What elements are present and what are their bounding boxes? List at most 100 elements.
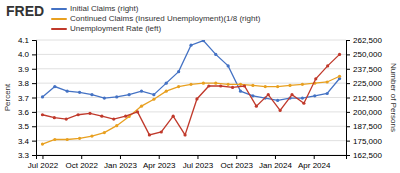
tick-mark — [32, 69, 36, 70]
tick: 3.9 — [18, 65, 36, 74]
point — [251, 94, 254, 97]
tick: Jul 2022 — [28, 155, 59, 170]
tick-label: Apr 2024 — [298, 161, 331, 170]
point — [227, 83, 230, 86]
tick: 3.8 — [18, 79, 36, 88]
tick: 3.3 — [18, 151, 36, 160]
point — [103, 131, 106, 134]
axis-line — [37, 156, 347, 160]
tick: 212,500 — [346, 94, 382, 103]
axis-line — [347, 41, 351, 156]
legend-label: Continued Claims (Insured Unemployment)(… — [70, 14, 261, 23]
series-line — [42, 76, 339, 144]
point — [338, 75, 341, 78]
tick-mark — [120, 155, 121, 159]
tick-mark — [346, 155, 350, 156]
point — [66, 90, 69, 93]
point — [128, 93, 131, 96]
grid — [36, 40, 346, 155]
point — [288, 84, 291, 87]
tick-mark — [159, 155, 160, 159]
point — [78, 137, 81, 140]
point — [326, 80, 329, 83]
tick: 200,000 — [346, 108, 382, 117]
grid-line — [36, 111, 346, 112]
tick-label: 3.8 — [18, 79, 30, 88]
point — [338, 53, 341, 56]
series-markers — [41, 75, 341, 146]
title: FRED — [6, 3, 44, 19]
point — [41, 113, 44, 116]
point — [251, 84, 254, 87]
tick: Jan 2024 — [259, 155, 292, 170]
tick: 3.4 — [18, 137, 36, 146]
point — [264, 85, 267, 88]
point — [326, 92, 329, 95]
point — [239, 83, 242, 86]
tick-mark — [314, 155, 315, 159]
point — [77, 113, 80, 116]
point — [148, 133, 151, 136]
tick-label: 237,500 — [353, 65, 382, 74]
point — [276, 99, 279, 102]
point — [301, 83, 304, 86]
series-markers — [41, 40, 341, 102]
point — [214, 82, 217, 85]
tick-mark — [32, 141, 36, 142]
legend-item: Unemployment Rate (left) — [52, 24, 161, 33]
point — [41, 95, 44, 98]
point — [219, 84, 222, 87]
point — [255, 105, 258, 108]
point — [115, 95, 118, 98]
point — [152, 93, 155, 96]
tick-label: 3.3 — [18, 151, 30, 160]
tick-mark — [32, 40, 36, 41]
series-markers — [41, 53, 341, 137]
point — [41, 142, 44, 145]
point — [177, 70, 180, 73]
tick-mark — [346, 83, 350, 84]
tick-label: 212,500 — [353, 94, 382, 103]
point — [160, 130, 163, 133]
point — [140, 90, 143, 93]
point — [136, 110, 139, 113]
tick: Apr 2023 — [143, 155, 176, 170]
grid-line — [36, 40, 346, 41]
point — [267, 93, 270, 96]
tick-mark — [42, 155, 43, 159]
y2-axis-title: Number of Persons — [389, 63, 398, 132]
legend-item: Continued Claims (Insured Unemployment)(… — [52, 14, 261, 23]
series-group — [41, 40, 341, 146]
tick: Oct 2023 — [220, 155, 253, 170]
point — [90, 93, 93, 96]
tick-label: Oct 2022 — [65, 161, 98, 170]
tick-mark — [32, 112, 36, 113]
point — [53, 138, 56, 141]
legend-swatch — [52, 18, 66, 20]
tick-mark — [32, 83, 36, 84]
tick-mark — [32, 54, 36, 55]
legend-swatch — [52, 8, 66, 10]
tick-label: Jul 2023 — [183, 161, 214, 170]
point — [177, 85, 180, 88]
tick: 3.5 — [18, 122, 36, 131]
tick-label: 3.4 — [18, 137, 30, 146]
tick: 4.0 — [18, 50, 36, 59]
point — [202, 40, 205, 42]
axis-line — [32, 41, 37, 156]
point — [314, 77, 317, 80]
tick: 225,000 — [346, 79, 382, 88]
tick: Oct 2022 — [65, 155, 98, 170]
tick-mark — [346, 54, 350, 55]
tick-label: 200,000 — [353, 108, 382, 117]
tick-label: 3.6 — [18, 108, 30, 117]
tick: Jan 2023 — [104, 155, 137, 170]
point — [183, 133, 186, 136]
point — [231, 86, 234, 89]
tick-label: 3.5 — [18, 122, 30, 131]
point — [301, 96, 304, 99]
point — [66, 138, 69, 141]
tick-mark — [32, 126, 36, 127]
tick-label: 262,500 — [353, 36, 382, 45]
point — [124, 115, 127, 118]
